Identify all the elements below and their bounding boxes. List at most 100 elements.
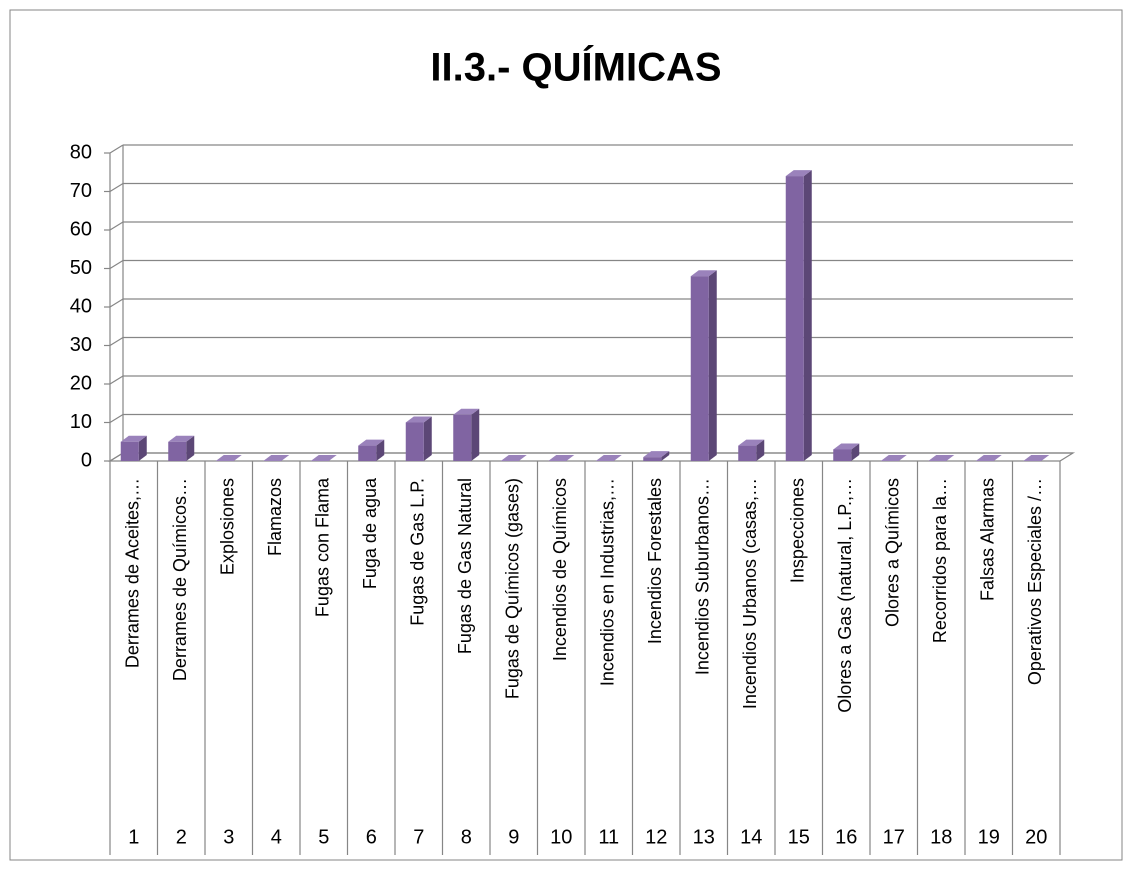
bar-top [405,416,432,423]
y-tick-label: 20 [70,372,92,394]
x-category-number: 11 [598,826,619,848]
bar [168,441,187,461]
bar-side [471,408,480,461]
bar [405,422,424,461]
x-category-number: 1 [128,826,139,848]
bar-top [690,270,717,277]
y-tick-label: 50 [70,257,92,279]
grid-diagonal [109,336,124,347]
x-category-number: 14 [740,826,762,848]
bar-top [120,435,147,442]
bar-top [785,170,812,177]
x-tick-label: Fugas de Gas Natural [455,478,475,654]
x-tick-label: Incendios Forestales [645,478,665,644]
x-category-number: 16 [835,826,857,848]
x-tick-label: Incendios Suburbanos… [693,478,713,675]
bar-top [310,455,337,461]
bar [358,445,377,461]
bar-top [358,439,385,446]
x-category-number: 9 [508,826,519,848]
x-category-number: 8 [461,826,472,848]
bar-top [168,435,195,442]
bar-top [975,455,1002,461]
x-category-number: 17 [883,826,905,848]
y-tick-label: 0 [81,449,92,471]
bar-side [423,416,432,461]
x-category-number: 19 [978,826,1000,848]
x-tick-label: Fugas con Flama [313,477,333,617]
chart-title: II.3.- QUÍMICAS [430,45,721,90]
bar-top [738,439,765,446]
bar [453,414,472,461]
bar-top [1023,455,1050,461]
bar [643,457,662,461]
x-category-number: 3 [223,826,234,848]
bar-top [263,455,290,461]
bar-side [756,439,765,461]
bar-top [500,455,527,461]
bar-top [595,455,622,461]
x-tick-label: Incendios de Químicos [550,478,570,661]
x-tick-label: Operativos Especiales /… [1025,478,1045,685]
y-tick-label: 60 [70,218,92,240]
bar-top [643,451,670,458]
chart-border [9,9,1123,861]
y-tick-label: 30 [70,334,92,356]
x-tick-label: Flamazos [265,478,285,556]
grid-diagonal [109,413,124,424]
grid-diagonal [109,298,124,308]
x-category-number: 15 [788,826,810,848]
x-tick-label: Incendios en Industrias,… [598,478,618,686]
x-tick-label: Fugas de Químicos (gases) [503,478,523,699]
bar [690,276,709,461]
bar-top [215,455,242,461]
x-category-number: 2 [176,826,187,848]
bar-top [880,455,907,461]
bar-side [851,443,860,461]
x-category-number: 12 [645,826,667,848]
grid-diagonal [109,144,124,154]
x-tick-label: Inspecciones [788,478,808,583]
grid-diagonal [109,182,124,193]
x-category-number: 4 [271,826,282,848]
y-tick-label: 70 [70,180,92,202]
x-category-number: 10 [550,826,572,848]
bar [833,449,852,461]
x-tick-label: Fuga de agua [360,477,380,589]
x-category-number: 6 [366,826,377,848]
bar-side [376,439,385,461]
bar [785,176,804,461]
x-category-number: 20 [1025,826,1047,848]
bar-side [138,435,147,461]
bar-top [548,455,575,461]
bar-top [453,408,480,415]
x-tick-label: Olores a Químicos [883,478,903,627]
y-tick-label: 40 [70,295,92,317]
bar-side [186,435,195,461]
x-tick-label: Olores a Gas (natural, L.P.,… [835,478,855,713]
bar [738,445,757,461]
y-tick-label: 10 [70,411,92,433]
bar-side [803,170,812,461]
bar-side [661,451,670,461]
x-tick-label: Incendios Urbanos (casas,… [740,478,760,709]
x-tick-label: Falsas Alarmas [978,478,998,601]
bar-top [928,455,955,461]
x-category-number: 13 [693,826,715,848]
bar-top [833,443,860,450]
grid-diagonal [109,259,124,270]
bar-side [708,270,717,461]
y-tick-label: 80 [70,141,92,163]
x-tick-label: Explosiones [218,478,238,575]
grid-diagonal [109,375,124,385]
x-tick-label: Recorridos para la… [930,478,950,643]
x-tick-label: Derrames de Químicos… [170,478,190,681]
x-tick-label: Derrames de Aceites,… [123,478,143,668]
x-category-number: 5 [318,826,329,848]
bar [120,441,139,461]
grid-diagonal [109,221,124,231]
x-category-number: 7 [413,826,424,848]
x-tick-label: Fugas de Gas L.P. [408,478,428,626]
x-category-number: 18 [930,826,952,848]
